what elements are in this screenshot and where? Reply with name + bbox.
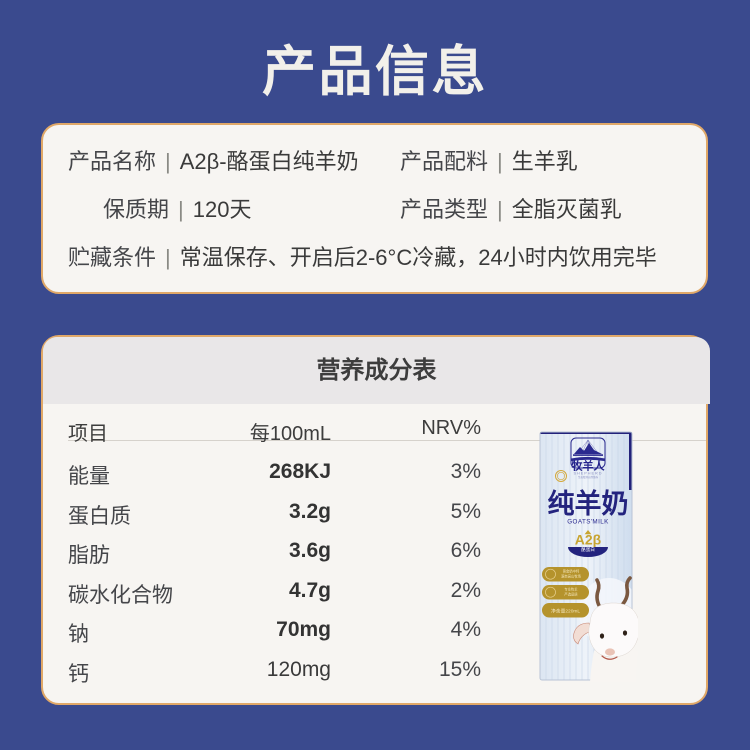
svg-text:A2β: A2β xyxy=(575,532,602,548)
svg-text:源自高山牧场: 源自高山牧场 xyxy=(561,573,581,578)
svg-text:专业牧羊: 专业牧羊 xyxy=(564,587,578,592)
svg-text:黄金奶中钙: 黄金奶中钙 xyxy=(563,569,580,574)
svg-text:生态牧场自然馈养: 生态牧场自然馈养 xyxy=(578,475,599,479)
svg-text:SHEPHERD: SHEPHERD xyxy=(573,471,602,475)
svg-text:酪蛋白: 酪蛋白 xyxy=(581,546,595,553)
svg-text:严选品质: 严选品质 xyxy=(564,591,578,596)
svg-text:净含量220mL: 净含量220mL xyxy=(551,608,580,615)
svg-text:纯羊奶: 纯羊奶 xyxy=(548,488,629,519)
svg-text:GOATS'MILK: GOATS'MILK xyxy=(567,519,609,526)
